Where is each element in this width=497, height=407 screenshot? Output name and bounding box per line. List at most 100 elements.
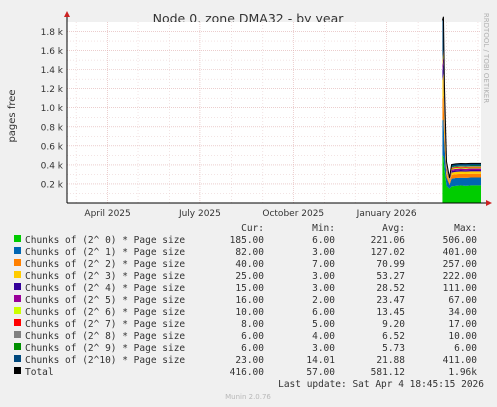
legend-cur-value: 16.00 — [235, 295, 264, 306]
legend-avg-value: 28.52 — [376, 283, 405, 294]
rrdtool-watermark: RRDTOOL / TOBI OETIKER — [482, 13, 490, 103]
legend-avg-value: 53.27 — [376, 271, 405, 282]
legend-header-avg: Avg: — [382, 223, 405, 234]
y-tick-label: 1.6 k — [41, 47, 64, 57]
major-gridlines — [67, 22, 481, 203]
last-update: Last update: Sat Apr 4 18:45:15 2026 — [278, 379, 484, 390]
legend-avg-value: 5.73 — [382, 343, 405, 354]
legend-swatch — [14, 343, 21, 350]
legend-label: Chunks of (2^ 5) * Page size — [25, 295, 185, 306]
series-area — [442, 73, 481, 183]
legend-min-value: 7.00 — [312, 259, 335, 270]
legend-row: Chunks of (2^ 3) * Page size 25.00 3.00 53.… — [14, 271, 477, 282]
legend-header-min: Min: — [312, 223, 335, 234]
legend-swatch — [14, 331, 21, 338]
legend-cur-value: 82.00 — [235, 247, 264, 258]
legend-max-value: 1.96k — [448, 367, 477, 378]
legend-min-value: 2.00 — [312, 295, 335, 306]
stacked-areas — [441, 16, 481, 203]
legend-header-max: Max: — [454, 223, 477, 234]
legend-label: Chunks of (2^ 6) * Page size — [25, 307, 185, 318]
legend-row: Chunks of (2^10) * Page size 23.00 14.01 21… — [14, 355, 477, 366]
legend-header-cur: Cur: — [241, 223, 264, 234]
legend-avg-value: 221.06 — [371, 235, 406, 246]
legend-avg-value: 127.02 — [371, 247, 405, 258]
legend-avg-value: 13.45 — [376, 307, 405, 318]
legend-min-value: 6.00 — [312, 307, 335, 318]
legend-row: Chunks of (2^ 2) * Page size 40.00 7.00 70.… — [14, 259, 477, 270]
legend-cur-value: 15.00 — [235, 283, 264, 294]
series-area — [442, 154, 481, 203]
legend-min-value: 3.00 — [312, 343, 335, 354]
legend-label: Chunks of (2^ 4) * Page size — [25, 283, 185, 294]
series-area — [442, 94, 481, 185]
legend-label: Chunks of (2^ 8) * Page size — [25, 331, 185, 342]
legend-cur-value: 40.00 — [235, 259, 264, 270]
legend-label: Total — [25, 367, 54, 378]
x-tick-label: October 2025 — [262, 209, 324, 219]
legend-min-value: 14.01 — [306, 355, 335, 366]
legend-cur-value: 25.00 — [235, 271, 264, 282]
legend-max-value: 411.00 — [443, 355, 478, 366]
y-tick-label: 0.2 k — [41, 180, 64, 190]
legend-row: Chunks of (2^ 7) * Page size 8.00 5.00 9.20… — [14, 319, 477, 330]
legend-avg-value: 581.12 — [371, 367, 405, 378]
y-tick-label: 1.4 k — [41, 66, 64, 76]
series-area — [442, 62, 481, 183]
y-tick-label: 1.0 k — [41, 104, 64, 114]
legend-swatch — [14, 367, 21, 374]
legend-max-value: 34.00 — [448, 307, 477, 318]
legend-row: Chunks of (2^ 6) * Page size 10.00 6.00 13.… — [14, 307, 477, 318]
legend-row: Total 416.00 57.00 581.12 1.96k — [14, 367, 477, 378]
legend-label: Chunks of (2^ 1) * Page size — [25, 247, 185, 258]
legend-avg-value: 6.52 — [382, 331, 405, 342]
y-tick-label: 0.4 k — [41, 161, 64, 171]
legend-avg-value: 23.47 — [376, 295, 405, 306]
legend-label: Chunks of (2^10) * Page size — [25, 355, 185, 366]
y-tick-label: 0.8 k — [41, 123, 64, 133]
legend-min-value: 57.00 — [306, 367, 335, 378]
legend-cur-value: 416.00 — [230, 367, 265, 378]
y-tick-label: 1.8 k — [41, 28, 64, 38]
x-axis-arrow — [486, 200, 492, 206]
legend-max-value: 506.00 — [443, 235, 478, 246]
axes — [64, 11, 492, 206]
x-tick-label: January 2026 — [356, 209, 417, 219]
legend-swatch — [14, 259, 21, 266]
legend-swatch — [14, 307, 21, 314]
x-tick-label: April 2025 — [84, 209, 130, 219]
plot-area — [67, 22, 481, 203]
legend-cur-value: 6.00 — [241, 331, 264, 342]
legend-max-value: 17.00 — [448, 319, 477, 330]
y-tick-label: 1.2 k — [41, 85, 64, 95]
legend-row: Chunks of (2^ 1) * Page size 82.00 3.00 127… — [14, 247, 477, 258]
legend-label: Chunks of (2^ 9) * Page size — [25, 343, 185, 354]
legend-min-value: 3.00 — [312, 271, 335, 282]
legend-min-value: 3.00 — [312, 247, 335, 258]
legend-min-value: 6.00 — [312, 235, 335, 246]
legend: Chunks of (2^ 0) * Page size 185.00 6.00 22… — [14, 235, 477, 378]
y-tick-label: 0.6 k — [41, 142, 64, 152]
legend-headers: Cur: Min: Avg: Max: — [241, 223, 477, 234]
legend-max-value: 6.00 — [454, 343, 477, 354]
series-area — [442, 119, 481, 189]
x-tick-labels: April 2025 July 2025 October 2025 January 2… — [84, 209, 416, 219]
legend-max-value: 111.00 — [443, 283, 478, 294]
legend-min-value: 3.00 — [312, 283, 335, 294]
munin-version: Munin 2.0.76 — [225, 393, 271, 401]
legend-max-value: 401.00 — [443, 247, 478, 258]
legend-avg-value: 9.20 — [382, 319, 405, 330]
y-axis-arrow — [64, 11, 70, 17]
legend-avg-value: 21.88 — [376, 355, 405, 366]
legend-swatch — [14, 319, 21, 326]
legend-cur-value: 185.00 — [230, 235, 265, 246]
legend-cur-value: 8.00 — [241, 319, 264, 330]
total-line — [441, 16, 481, 179]
legend-swatch — [14, 247, 21, 254]
legend-label: Chunks of (2^ 7) * Page size — [25, 319, 185, 330]
legend-label: Chunks of (2^ 0) * Page size — [25, 235, 185, 246]
legend-swatch — [14, 355, 21, 362]
legend-swatch — [14, 271, 21, 278]
minor-gridlines — [67, 22, 481, 203]
